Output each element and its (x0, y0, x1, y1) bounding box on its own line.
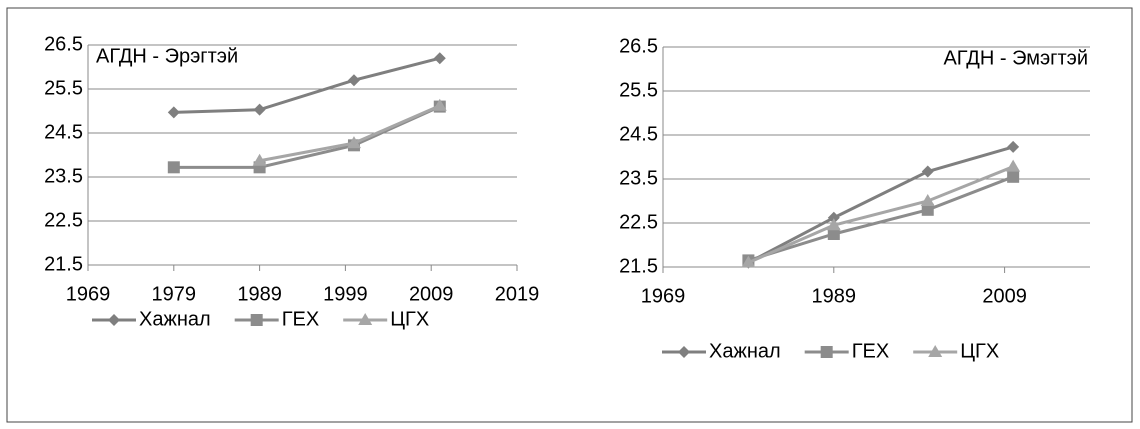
series-line (173, 56, 441, 114)
marker (433, 52, 446, 65)
legend-label: ЦГХ (960, 340, 999, 362)
legend-label: ГЕХ (852, 340, 890, 362)
legend-label: Хажнал (139, 308, 211, 330)
series-line (747, 165, 1014, 264)
marker (741, 255, 756, 268)
marker (827, 211, 840, 224)
x-tick-label: 1989 (812, 285, 857, 307)
marker (921, 203, 934, 216)
y-tick-label: 25.5 (619, 79, 658, 101)
y-tick-label: 25.5 (44, 77, 83, 99)
marker (826, 218, 841, 231)
y-tick-label: 26.5 (44, 33, 83, 55)
marker (1006, 159, 1021, 172)
marker (108, 314, 120, 326)
marker (432, 98, 447, 111)
y-tick-label: 23.5 (619, 167, 658, 189)
marker (167, 106, 180, 119)
x-tick-label: 1979 (152, 283, 197, 305)
y-tick-label: 24.5 (619, 123, 658, 145)
y-tick-label: 22.5 (44, 209, 83, 231)
y-tick-label: 21.5 (619, 255, 658, 277)
marker (1007, 170, 1020, 183)
marker (347, 74, 360, 87)
x-tick-label: 1969 (66, 283, 111, 305)
legend-label: ЦГХ (390, 308, 429, 330)
marker (1007, 140, 1020, 153)
marker (820, 346, 833, 358)
marker (167, 161, 180, 174)
marker (928, 345, 943, 357)
series-line (747, 145, 1014, 264)
y-tick-label: 23.5 (44, 165, 83, 187)
marker (827, 228, 840, 240)
marker (250, 314, 263, 326)
x-tick-label: 2009 (409, 283, 454, 305)
marker (920, 194, 935, 206)
x-tick-label: 1989 (237, 283, 282, 305)
x-tick-label: 1969 (641, 285, 686, 307)
y-tick-label: 24.5 (44, 121, 83, 143)
legend-label: ГЕХ (282, 308, 320, 330)
legend-label: Хажнал (709, 340, 781, 362)
x-tick-label: 1999 (323, 283, 368, 305)
series-line (747, 175, 1014, 262)
marker (678, 346, 690, 358)
marker (346, 136, 361, 149)
marker (921, 165, 934, 178)
marker (253, 103, 266, 116)
annotation: АГДН - Эрэгтэй (96, 45, 238, 67)
y-tick-label: 22.5 (619, 211, 658, 233)
x-tick-label: 2009 (982, 285, 1027, 307)
y-tick-label: 26.5 (619, 35, 658, 57)
marker (358, 313, 373, 325)
annotation: АГДН - Эмэгтэй (943, 47, 1088, 69)
x-tick-label: 2019 (495, 283, 540, 305)
y-tick-label: 21.5 (44, 253, 83, 275)
marker (252, 153, 267, 166)
